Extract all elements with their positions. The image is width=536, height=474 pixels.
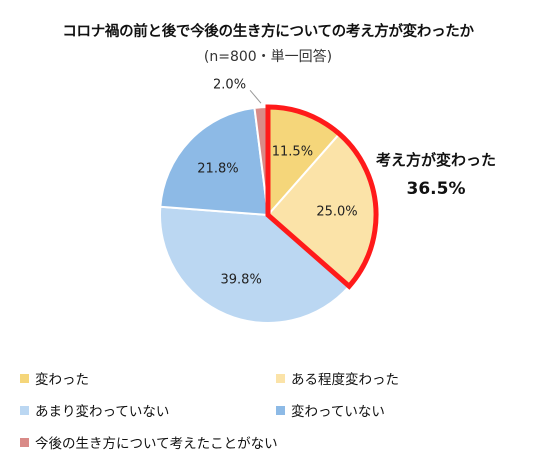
chart-subtitle: (n=800・単一回答) — [203, 49, 333, 65]
pie-slice — [159, 205, 351, 325]
data-label: 21.8% — [197, 161, 238, 176]
legend-swatch — [20, 437, 29, 447]
legend-item-never-thought: 今後の生き方について考えたことがない — [20, 432, 278, 452]
chart-title: コロナ禍の前と後で今後の生き方についての考え方が変わったか — [62, 24, 474, 40]
data-label: 11.5% — [272, 144, 313, 159]
highlight-value: 36.5% — [406, 179, 466, 199]
legend-label: 変わっていない — [291, 404, 385, 420]
pie-slice — [159, 106, 270, 217]
legend-item-not-changed: 変わっていない — [276, 400, 385, 420]
legend-item-not-much-changed: あまり変わっていない — [20, 400, 169, 420]
legend-swatch — [276, 405, 285, 415]
leader-line — [249, 89, 262, 104]
legend-item-somewhat-changed: ある程度変わった — [276, 368, 399, 388]
legend-label: あまり変わっていない — [35, 404, 170, 420]
data-label: 2.0% — [213, 77, 246, 92]
highlight-callout: 考え方が変わった 36.5% — [366, 146, 506, 204]
legend-item-changed: 変わった — [20, 368, 89, 388]
legend: 変わった ある程度変わった あまり変わっていない 変わっていない 今後の生き方に… — [20, 368, 530, 468]
legend-label: 今後の生き方について考えたことがない — [35, 436, 278, 452]
legend-swatch — [276, 373, 285, 383]
legend-swatch — [20, 373, 29, 383]
legend-swatch — [20, 405, 29, 415]
legend-label: 変わった — [35, 372, 89, 388]
legend-label: ある程度変わった — [291, 372, 399, 388]
highlight-label: 考え方が変わった — [375, 151, 496, 169]
highlight-outline — [265, 104, 379, 290]
data-label: 25.0% — [316, 205, 357, 220]
data-label: 39.8% — [221, 273, 262, 288]
